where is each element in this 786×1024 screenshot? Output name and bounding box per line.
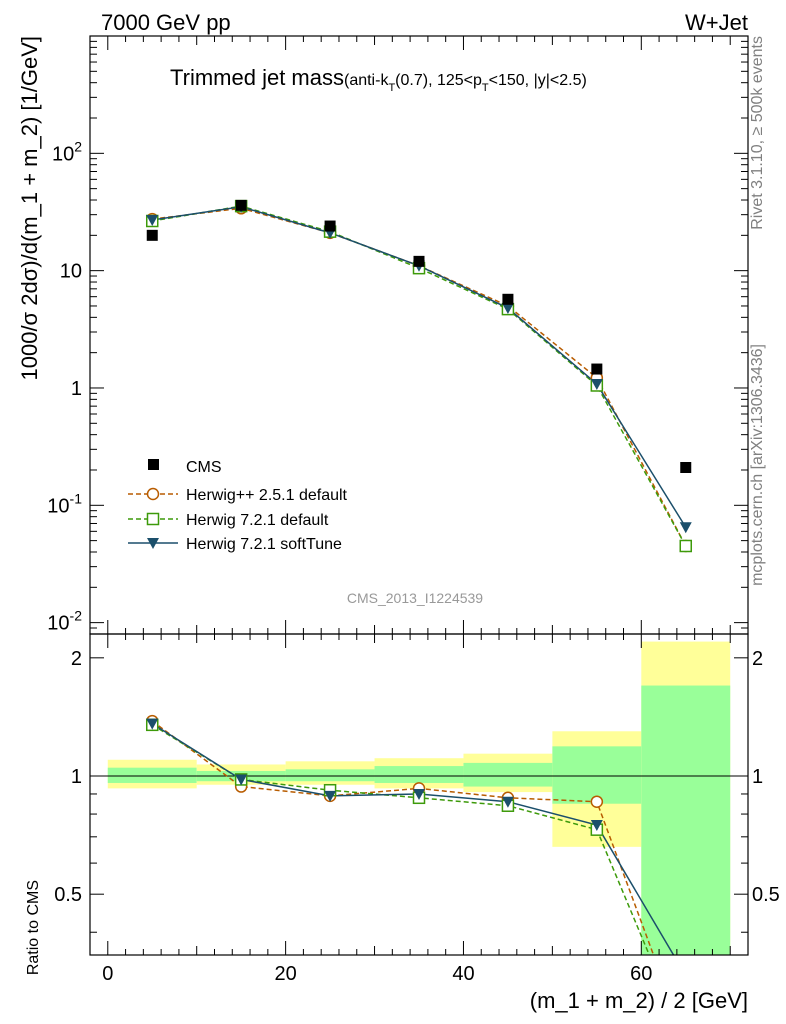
main-marker-softtune: [590, 379, 603, 391]
x-tick-label: 40: [452, 963, 474, 985]
legend-herwig721-label: Herwig 7.2.1 default: [186, 512, 329, 529]
cms-data-point: [591, 363, 603, 375]
x-tick-label: 60: [630, 963, 652, 985]
ratio-tick-label-right: 1: [752, 766, 763, 788]
ratio-marker-softtune: [146, 718, 159, 730]
y-axis-label: 1000/σ 2dσ)/d(m_1 + m_2) [1/GeV]: [17, 36, 42, 381]
legend-herwigpp-marker: [146, 487, 160, 501]
energy-label: 7000 GeV pp: [101, 10, 231, 35]
y-tick-label: 10: [60, 261, 82, 283]
chart-title-detail-1: (anti-k: [344, 72, 389, 89]
ratio-tick-label-left: 2: [71, 648, 82, 670]
ratio-markers: [145, 714, 604, 836]
cms-data-point: [235, 199, 247, 211]
process-label: W+Jet: [685, 10, 748, 35]
main-markers: [145, 199, 693, 553]
main-marker-herwig721: [679, 539, 693, 553]
main-curve-softtune: [152, 206, 687, 528]
uncertainty-band-inner: [552, 746, 642, 804]
chart-title-sub-2: T: [482, 82, 489, 94]
uncertainty-band-inner: [463, 762, 553, 787]
legend: CMS Herwig++ 2.5.1 default Herwig 7.2.1 …: [128, 459, 348, 553]
chart-title-sub-1: T: [388, 82, 395, 94]
rivet-label: Rivet 3.1.10, ≥ 500k events: [749, 36, 766, 230]
x-tick-label: 20: [274, 963, 296, 985]
legend-herwigpp-label: Herwig++ 2.5.1 default: [186, 487, 348, 504]
legend-softtune-label: Herwig 7.2.1 softTune: [186, 536, 342, 553]
cms-data-point: [146, 229, 158, 241]
tick-labels: 0 20 40 60 10-2 10-1 1 10 102 0.5 0.5 1 1 2 2: [47, 138, 780, 985]
x-tick-label: 0: [102, 963, 113, 985]
ratio-tick-label-right: 2: [752, 648, 763, 670]
ratio-frame: [89, 633, 749, 956]
ratio-axis-label: Ratio to CMS: [25, 880, 42, 975]
cms-data-point: [413, 255, 425, 267]
legend-softtune-marker: [147, 538, 159, 549]
cms-data-point: [680, 461, 692, 473]
ratio-tick-label-right: 0.5: [752, 884, 780, 906]
main-marker-softtune: [146, 215, 159, 227]
uncertainty-band-inner: [107, 767, 197, 783]
main-marker-softtune: [501, 303, 514, 315]
chart-title: Trimmed jet mass(anti-kT(0.7), 125<pT<15…: [170, 65, 587, 94]
ratio-marker-softtune: [590, 820, 603, 832]
legend-herwig721-marker: [146, 512, 160, 526]
ratio-marker-herwigpp: [590, 795, 604, 808]
ratio-tick-label-left: 1: [71, 766, 82, 788]
y-tick-label: 10-1: [47, 490, 82, 517]
ratio-tick-label-left: 0.5: [54, 884, 82, 906]
y-tick-label: 10-2: [47, 608, 82, 635]
main-marker-softtune: [679, 522, 692, 534]
cms-data-point: [502, 293, 514, 305]
cms-data-point: [324, 220, 336, 232]
uncertainty-band-inner: [641, 685, 731, 955]
uncertainty-band-inner: [285, 769, 375, 782]
chart-title-detail-3: <150, |y|<2.5): [489, 72, 587, 89]
ratio-marker-softtune: [235, 774, 248, 786]
legend-cms-label: CMS: [186, 459, 222, 476]
analysis-id: CMS_2013_I1224539: [347, 590, 483, 606]
x-axis-label: (m_1 + m_2) / 2 [GeV]: [530, 988, 748, 1013]
ratio-marker-softtune: [413, 788, 425, 800]
y-tick-label: 1: [71, 378, 82, 400]
ratio-marker-softtune: [501, 796, 514, 808]
chart-title-detail-2: (0.7), 125<p: [395, 72, 482, 89]
chart-title-main: Trimmed jet mass: [170, 65, 344, 90]
ratio-marker-softtune: [324, 790, 337, 802]
y-tick-label: 102: [52, 138, 82, 165]
axes: [89, 35, 749, 956]
uncertainty-band-inner: [374, 766, 464, 783]
legend-cms-marker: [148, 459, 159, 470]
mcplots-label: mcplots.cern.ch [arXiv:1306.3436]: [749, 344, 766, 586]
